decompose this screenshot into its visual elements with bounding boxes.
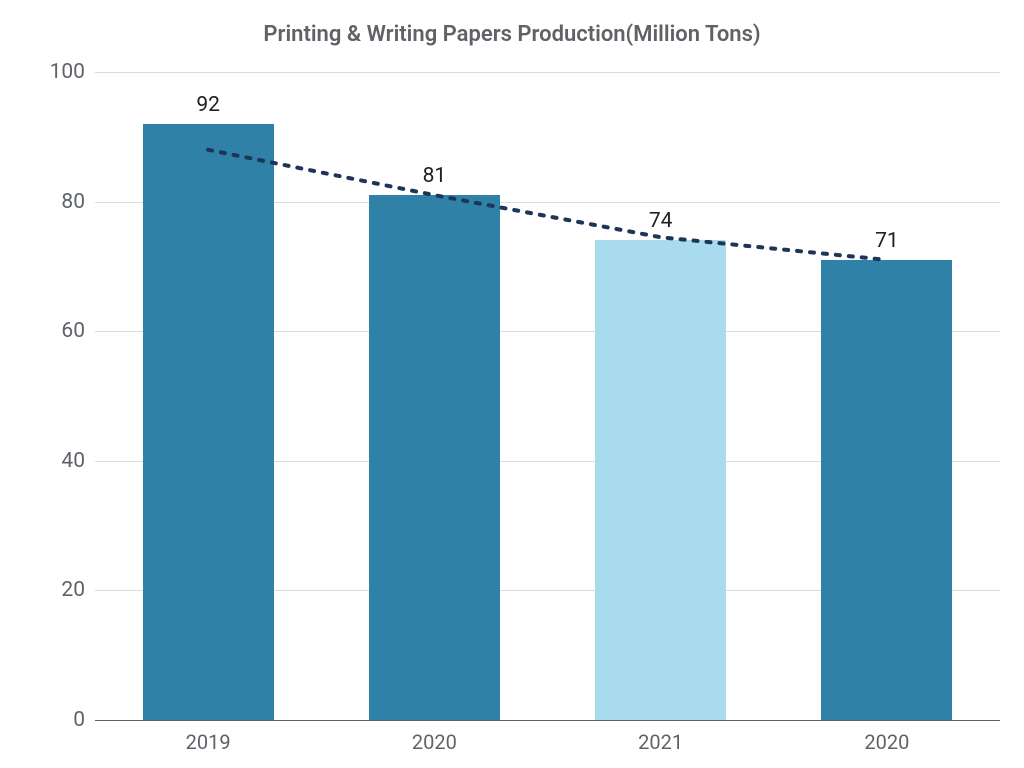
x-tick-label: 2021	[638, 730, 683, 754]
y-tick-label: 40	[37, 449, 85, 473]
y-tick-label: 60	[37, 319, 85, 343]
bar-value-label: 81	[423, 164, 447, 188]
bar	[369, 195, 500, 720]
gridline	[95, 720, 1000, 721]
plot-area: 020406080100922019812020742021712020	[95, 72, 1000, 720]
bar	[821, 260, 952, 720]
gridline	[95, 72, 1000, 73]
x-tick-label: 2020	[412, 730, 457, 754]
bar-value-label: 74	[649, 209, 673, 233]
chart-container: Printing & Writing Papers Production(Mil…	[0, 0, 1024, 768]
y-tick-label: 100	[37, 60, 85, 84]
x-tick-label: 2020	[864, 730, 909, 754]
y-tick-label: 20	[37, 578, 85, 602]
y-tick-label: 80	[37, 190, 85, 214]
bar-value-label: 71	[875, 229, 899, 253]
bar	[595, 240, 726, 720]
bar	[143, 124, 274, 720]
x-tick-label: 2019	[186, 730, 231, 754]
y-tick-label: 0	[37, 708, 85, 732]
bar-value-label: 92	[196, 93, 220, 117]
chart-title: Printing & Writing Papers Production(Mil…	[0, 22, 1024, 47]
